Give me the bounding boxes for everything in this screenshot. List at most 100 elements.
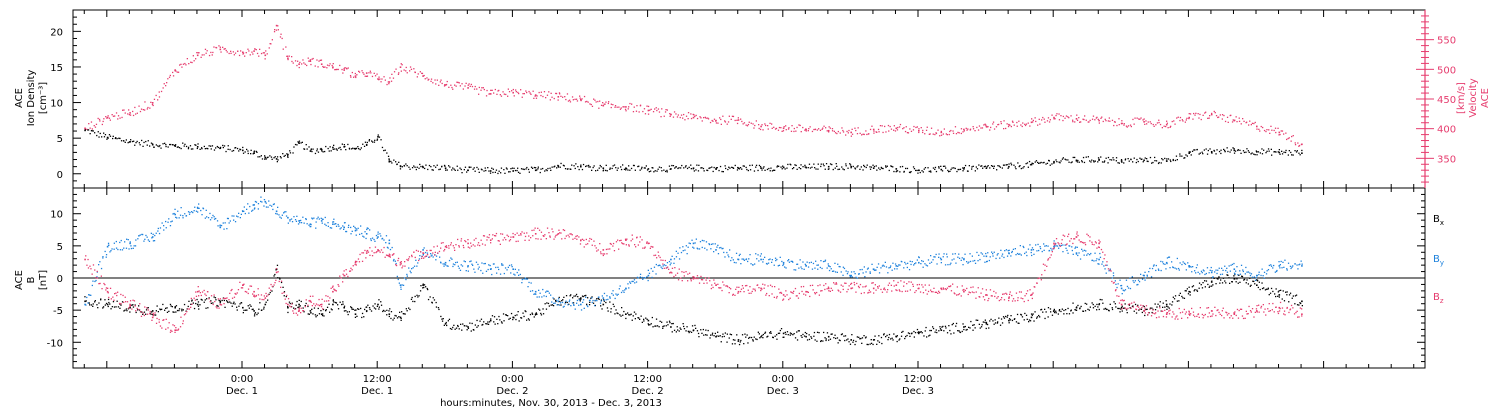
velocity-series-point [484, 89, 485, 90]
bx-series-point [744, 334, 745, 335]
velocity-series-point [746, 125, 747, 126]
density-series-point [714, 167, 715, 168]
by-series-point [915, 262, 916, 263]
velocity-series-point [570, 101, 571, 102]
by-series-point [642, 279, 643, 280]
by-series-point [266, 203, 267, 204]
by-series-point [512, 266, 513, 267]
bx-series-point [405, 313, 406, 314]
bx-series-point [703, 329, 704, 330]
density-series-point [104, 136, 105, 137]
bx-series-point [688, 331, 689, 332]
by-series-point [827, 267, 828, 268]
bx-series-point [632, 320, 633, 321]
by-series-point [1062, 251, 1063, 252]
by-series-point [172, 221, 173, 222]
bx-series-point [1232, 281, 1233, 282]
bx-series-point [107, 304, 109, 306]
bx-series-point [146, 309, 147, 310]
bx-series-point [461, 330, 462, 331]
velocity-series-point [611, 107, 612, 108]
bx-series-point [450, 328, 451, 329]
density-series-point [809, 164, 810, 165]
density-series-point [391, 162, 392, 163]
bz-series-point [202, 291, 203, 292]
bx-series-point [950, 333, 951, 334]
bz-series-point [174, 325, 175, 326]
by-series-point [360, 225, 361, 226]
bx-series-point [1071, 310, 1072, 311]
by-series-point [952, 253, 953, 254]
by-series-point [217, 220, 218, 221]
density-series-point [109, 134, 110, 135]
bx-series-point [366, 306, 367, 307]
by-series-point [504, 273, 505, 274]
bx-series-point [511, 313, 512, 314]
by-series-point [158, 228, 159, 229]
bx-series-point [703, 335, 704, 336]
by-series-point [356, 229, 357, 230]
bx-series-point [593, 303, 594, 304]
density-series-point [1162, 159, 1163, 160]
density-tick-label: 0 [57, 170, 63, 181]
velocity-series-point [791, 131, 792, 132]
velocity-series-point [674, 111, 675, 112]
density-series-point [900, 166, 901, 167]
bx-series-point [609, 301, 610, 302]
velocity-series-point [242, 52, 244, 54]
velocity-series-point [759, 128, 760, 129]
density-series-point [1191, 154, 1192, 155]
by-series-point [1165, 268, 1166, 269]
bx-series-point [940, 328, 941, 329]
bx-series-point [1079, 307, 1080, 308]
bx-series-point [779, 333, 780, 334]
by-series-point [750, 263, 751, 264]
density-series-point [780, 167, 781, 168]
bz-series-point [161, 327, 162, 328]
by-series-point [480, 270, 481, 271]
velocity-series-point [147, 107, 148, 108]
by-series-point [530, 291, 531, 292]
density-series-point [209, 145, 210, 146]
density-series-point [655, 170, 656, 171]
by-series-point [623, 292, 624, 293]
by-series-point [801, 268, 802, 269]
density-series-point [897, 170, 898, 171]
density-series-point [874, 166, 875, 167]
bx-series-point [843, 336, 844, 337]
bz-series-point [117, 292, 118, 293]
bx-series-point [390, 318, 391, 319]
bx-series-point [367, 305, 368, 306]
by-series-point [1037, 244, 1038, 245]
density-series-point [577, 166, 578, 167]
density-series-point [333, 145, 334, 146]
by-series-point [333, 219, 334, 220]
by-series-point [1140, 274, 1141, 275]
bx-series-point [521, 317, 522, 318]
by-series-point [417, 262, 418, 263]
velocity-series-point [1192, 119, 1193, 120]
by-series-point [546, 291, 547, 292]
density-series-point [135, 142, 136, 143]
by-series-point [877, 267, 878, 268]
bx-series-point [1166, 300, 1167, 301]
by-series-point [288, 223, 289, 224]
bx-series-point [770, 331, 771, 332]
by-series-point [670, 264, 671, 265]
density-series-point [549, 168, 550, 169]
velocity-series-point [1011, 126, 1012, 127]
velocity-series-point [993, 122, 994, 123]
bz-series-point [321, 306, 322, 307]
bx-series-point [459, 328, 460, 329]
density-series-point [869, 166, 870, 167]
bx-series-point [436, 302, 437, 303]
bx-series-point [344, 306, 345, 307]
by-series-point [999, 258, 1000, 259]
by-series-point [1095, 260, 1096, 261]
density-series-point [1089, 160, 1090, 161]
velocity-series-point [1251, 124, 1252, 125]
by-series-point [1222, 270, 1223, 271]
by-series-point [1074, 248, 1075, 249]
bx-series-point [914, 336, 915, 337]
density-series-point [828, 168, 829, 169]
